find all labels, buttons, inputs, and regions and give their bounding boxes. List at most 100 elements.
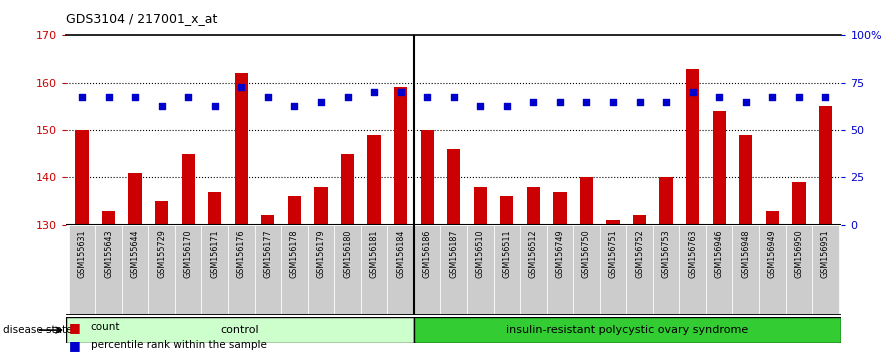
- Point: [314, 99, 328, 104]
- Text: GSM156511: GSM156511: [502, 229, 511, 278]
- Point: [101, 94, 115, 100]
- Bar: [255, 225, 281, 315]
- Bar: [606, 220, 619, 225]
- Point: [208, 104, 222, 109]
- Point: [526, 99, 540, 104]
- Bar: [500, 196, 514, 225]
- Bar: [580, 177, 593, 225]
- Text: insulin-resistant polycystic ovary syndrome: insulin-resistant polycystic ovary syndr…: [507, 325, 749, 335]
- Text: percentile rank within the sample: percentile rank within the sample: [91, 340, 267, 350]
- Bar: [812, 225, 839, 315]
- Text: GSM156512: GSM156512: [529, 229, 538, 278]
- Bar: [493, 225, 520, 315]
- Text: ■: ■: [69, 321, 80, 334]
- Text: GSM156179: GSM156179: [316, 229, 325, 278]
- Bar: [388, 225, 414, 315]
- Text: GSM156951: GSM156951: [821, 229, 830, 278]
- Bar: [66, 317, 413, 343]
- Point: [181, 94, 196, 100]
- Point: [367, 89, 381, 95]
- Text: GSM156948: GSM156948: [741, 229, 751, 278]
- Bar: [102, 211, 115, 225]
- Bar: [315, 187, 328, 225]
- Text: GSM156171: GSM156171: [211, 229, 219, 278]
- Text: GSM155729: GSM155729: [157, 229, 167, 278]
- Text: control: control: [220, 325, 259, 335]
- Bar: [600, 225, 626, 315]
- Bar: [208, 192, 221, 225]
- Bar: [467, 225, 493, 315]
- Point: [712, 94, 726, 100]
- Bar: [341, 154, 354, 225]
- Point: [447, 94, 461, 100]
- Bar: [414, 225, 440, 315]
- Point: [633, 99, 647, 104]
- Bar: [440, 225, 467, 315]
- Bar: [122, 225, 148, 315]
- Text: GSM156750: GSM156750: [582, 229, 591, 278]
- Text: GSM156949: GSM156949: [768, 229, 777, 278]
- Bar: [739, 135, 752, 225]
- Bar: [148, 225, 175, 315]
- Bar: [281, 225, 307, 315]
- Bar: [175, 225, 202, 315]
- Text: GSM156181: GSM156181: [369, 229, 379, 278]
- Point: [287, 104, 301, 109]
- Text: GSM155644: GSM155644: [130, 229, 139, 278]
- Point: [739, 99, 753, 104]
- Bar: [95, 225, 122, 315]
- Bar: [732, 225, 759, 315]
- Bar: [420, 130, 433, 225]
- Point: [473, 104, 487, 109]
- Text: GSM156763: GSM156763: [688, 229, 697, 278]
- Bar: [686, 69, 700, 225]
- Text: GSM156170: GSM156170: [184, 229, 193, 278]
- Text: disease state: disease state: [3, 325, 72, 335]
- Point: [659, 99, 673, 104]
- Point: [394, 89, 408, 95]
- Point: [340, 94, 354, 100]
- Text: GSM156752: GSM156752: [635, 229, 644, 278]
- Text: GSM156177: GSM156177: [263, 229, 272, 278]
- Bar: [262, 215, 275, 225]
- Text: count: count: [91, 322, 120, 332]
- Bar: [520, 225, 546, 315]
- Point: [75, 94, 89, 100]
- Text: GSM156950: GSM156950: [795, 229, 803, 278]
- Bar: [713, 111, 726, 225]
- Bar: [234, 73, 248, 225]
- Point: [234, 85, 248, 90]
- Point: [154, 104, 168, 109]
- Point: [128, 94, 142, 100]
- Text: GSM156749: GSM156749: [555, 229, 565, 278]
- Bar: [679, 225, 706, 315]
- Point: [818, 94, 833, 100]
- Text: GSM156186: GSM156186: [423, 229, 432, 278]
- Text: GSM156946: GSM156946: [714, 229, 723, 278]
- Text: GSM156510: GSM156510: [476, 229, 485, 278]
- Bar: [181, 154, 195, 225]
- Bar: [76, 130, 89, 225]
- Bar: [766, 211, 779, 225]
- Text: GSM156184: GSM156184: [396, 229, 405, 278]
- Text: GSM156751: GSM156751: [609, 229, 618, 278]
- Bar: [129, 173, 142, 225]
- Bar: [818, 107, 832, 225]
- Bar: [546, 225, 574, 315]
- Bar: [155, 201, 168, 225]
- Point: [500, 104, 514, 109]
- Point: [766, 94, 780, 100]
- Bar: [334, 225, 361, 315]
- Point: [420, 94, 434, 100]
- Bar: [361, 225, 388, 315]
- Bar: [474, 187, 487, 225]
- Bar: [202, 225, 228, 315]
- Bar: [660, 177, 673, 225]
- Text: GSM156176: GSM156176: [237, 229, 246, 278]
- Bar: [228, 225, 255, 315]
- Bar: [447, 149, 461, 225]
- Bar: [527, 187, 540, 225]
- Bar: [288, 196, 301, 225]
- Bar: [626, 225, 653, 315]
- Bar: [307, 225, 334, 315]
